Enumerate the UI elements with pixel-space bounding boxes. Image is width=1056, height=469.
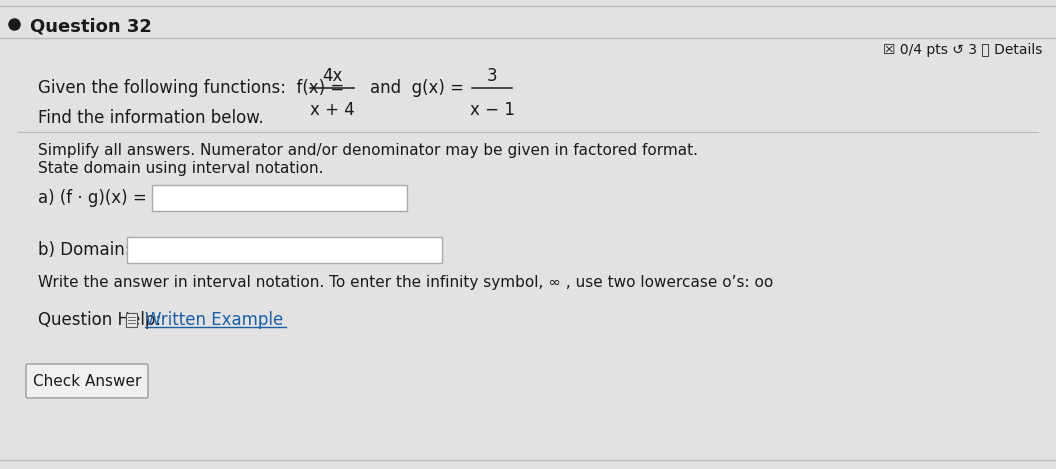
Text: 4x: 4x (322, 67, 342, 85)
FancyBboxPatch shape (126, 313, 137, 327)
Text: Question Help:: Question Help: (38, 311, 162, 329)
Text: Written Example: Written Example (145, 311, 283, 329)
Text: Question 32: Question 32 (30, 17, 152, 35)
FancyBboxPatch shape (26, 364, 148, 398)
Text: Write the answer in interval notation. To enter the infinity symbol, ∞ , use two: Write the answer in interval notation. T… (38, 275, 773, 290)
Text: Given the following functions:  f(x) =: Given the following functions: f(x) = (38, 79, 344, 97)
Text: Find the information below.: Find the information below. (38, 109, 264, 127)
Text: Simplify all answers. Numerator and/or denominator may be given in factored form: Simplify all answers. Numerator and/or d… (38, 143, 698, 158)
Text: Check Answer: Check Answer (33, 373, 142, 388)
Text: and  g(x) =: and g(x) = (370, 79, 464, 97)
Text: State domain using interval notation.: State domain using interval notation. (38, 160, 323, 175)
Text: 3: 3 (487, 67, 497, 85)
Text: b) Domain:: b) Domain: (38, 241, 131, 259)
Text: x − 1: x − 1 (470, 101, 514, 119)
FancyBboxPatch shape (127, 237, 442, 263)
FancyBboxPatch shape (152, 185, 407, 211)
Text: ☒ 0/4 pts ↺ 3 ⓘ Details: ☒ 0/4 pts ↺ 3 ⓘ Details (883, 43, 1042, 57)
Text: x + 4: x + 4 (309, 101, 355, 119)
Text: a) (f · g)(x) =: a) (f · g)(x) = (38, 189, 147, 207)
